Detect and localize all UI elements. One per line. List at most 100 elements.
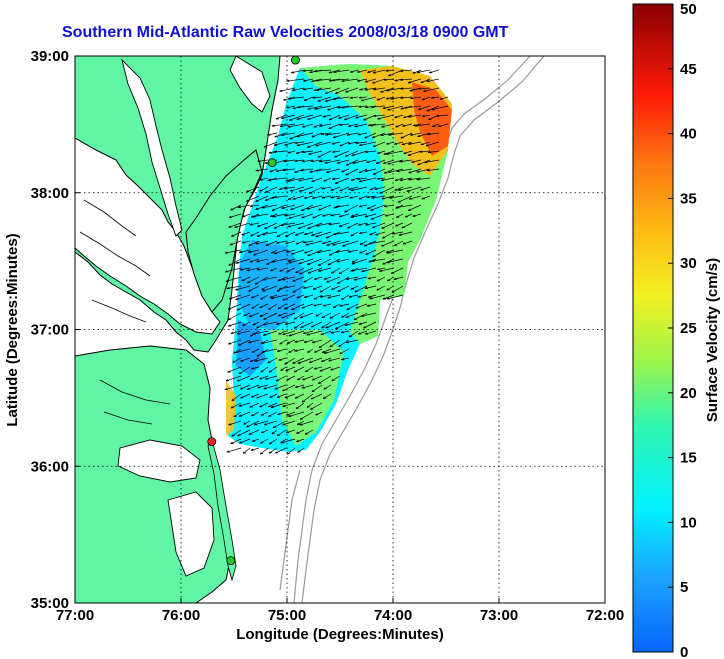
velocity-arrow bbox=[341, 105, 359, 109]
velocity-arrow bbox=[381, 222, 395, 229]
velocity-arrow bbox=[404, 213, 413, 218]
velocity-arrow bbox=[268, 366, 278, 373]
velocity-arrow bbox=[416, 177, 431, 181]
velocity-arrow bbox=[316, 222, 332, 227]
velocity-arrow bbox=[335, 87, 350, 94]
velocity-arrow bbox=[324, 348, 341, 354]
velocity-arrow bbox=[351, 258, 359, 263]
velocity-arrow bbox=[372, 168, 386, 175]
velocity-arrow bbox=[272, 213, 287, 218]
y-tick-label: 38:00 bbox=[31, 185, 69, 202]
velocity-arrow bbox=[281, 204, 296, 209]
velocity-arrow bbox=[355, 303, 368, 309]
velocity-arrow bbox=[328, 222, 341, 226]
y-tick-label: 36:00 bbox=[31, 458, 69, 475]
velocity-arrow bbox=[307, 249, 323, 257]
velocity-arrow bbox=[349, 69, 359, 73]
velocity-arrow bbox=[408, 141, 422, 145]
velocity-arrow bbox=[425, 141, 440, 147]
velocity-arrow bbox=[330, 213, 341, 217]
colorbar-tick-label: 50 bbox=[680, 1, 697, 18]
x-tick-label: 73:00 bbox=[480, 607, 518, 624]
velocity-arrow bbox=[248, 312, 260, 318]
velocity-arrow bbox=[369, 231, 377, 236]
velocity-arrow bbox=[243, 420, 251, 425]
velocity-arrow bbox=[297, 447, 305, 453]
velocity-arrow bbox=[382, 294, 395, 300]
velocity-arrow bbox=[388, 168, 404, 174]
velocity-arrow bbox=[332, 132, 350, 139]
velocity-arrow bbox=[357, 177, 368, 180]
velocity-arrow bbox=[437, 123, 449, 128]
velocity-arrow bbox=[358, 321, 368, 325]
velocity-arrow bbox=[277, 276, 287, 282]
velocity-arrow bbox=[282, 168, 296, 172]
velocity-arrow bbox=[311, 375, 323, 381]
velocity-arrow bbox=[287, 177, 305, 182]
velocity-arrow bbox=[238, 339, 251, 346]
velocity-arrow bbox=[354, 123, 368, 128]
velocity-arrow bbox=[233, 411, 242, 418]
velocity-arrow bbox=[383, 78, 395, 81]
velocity-arrow bbox=[307, 348, 314, 353]
velocity-arrow bbox=[295, 384, 305, 388]
x-tick-label: 74:00 bbox=[374, 607, 412, 624]
velocity-arrow bbox=[286, 249, 296, 253]
velocity-arrow bbox=[344, 114, 359, 121]
velocity-arrow bbox=[319, 159, 332, 163]
velocity-arrow bbox=[403, 150, 413, 154]
velocity-arrow bbox=[408, 195, 422, 200]
velocity-arrow bbox=[357, 222, 368, 226]
velocity-arrow bbox=[338, 339, 350, 347]
velocity-arrow bbox=[318, 375, 332, 384]
velocity-arrow bbox=[416, 69, 431, 74]
velocity-arrow bbox=[417, 132, 431, 137]
velocity-arrow bbox=[357, 330, 368, 335]
velocity-arrow bbox=[324, 132, 341, 136]
velocity-arrow bbox=[340, 330, 350, 334]
velocity-arrow bbox=[361, 267, 377, 273]
velocity-arrow bbox=[319, 123, 332, 127]
velocity-arrow bbox=[268, 447, 278, 454]
velocity-vectors bbox=[224, 69, 449, 455]
velocity-arrow bbox=[248, 285, 260, 292]
velocity-arrow bbox=[261, 204, 278, 209]
velocity-arrow bbox=[345, 339, 359, 344]
velocity-arrow bbox=[345, 312, 359, 318]
velocity-arrow bbox=[250, 294, 260, 299]
velocity-arrow bbox=[286, 339, 296, 344]
velocity-arrow bbox=[386, 249, 404, 254]
velocity-arrow bbox=[367, 276, 377, 280]
velocity-arrow bbox=[324, 96, 341, 102]
velocity-arrow bbox=[286, 105, 296, 109]
velocity-arrow bbox=[392, 231, 404, 235]
velocity-arrow bbox=[380, 132, 395, 137]
velocity-arrow bbox=[400, 132, 413, 139]
velocity-arrow bbox=[286, 447, 296, 455]
velocity-arrow bbox=[274, 384, 287, 390]
velocity-arrow bbox=[328, 69, 341, 74]
velocity-arrow bbox=[315, 411, 323, 416]
velocity-arrow bbox=[359, 240, 368, 245]
velocity-arrow bbox=[394, 114, 404, 118]
velocity-arrow bbox=[237, 204, 251, 209]
velocity-arrow bbox=[347, 249, 359, 253]
velocity-arrow bbox=[243, 312, 251, 317]
velocity-arrow bbox=[252, 321, 260, 326]
velocity-arrow bbox=[257, 159, 269, 163]
velocity-arrow bbox=[401, 141, 413, 146]
velocity-arrow bbox=[411, 159, 422, 163]
velocity-arrow bbox=[224, 249, 242, 254]
velocity-arrow bbox=[259, 375, 269, 380]
velocity-arrow bbox=[305, 240, 323, 246]
velocity-arrow bbox=[366, 303, 377, 307]
velocity-arrow bbox=[313, 294, 323, 300]
velocity-arrow bbox=[420, 78, 431, 84]
velocity-arrow bbox=[228, 321, 242, 327]
velocity-arrow bbox=[298, 177, 314, 182]
velocity-arrow bbox=[234, 222, 251, 228]
velocity-arrow bbox=[265, 240, 278, 246]
velocity-arrow bbox=[331, 267, 341, 274]
velocity-arrow bbox=[296, 132, 314, 138]
velocity-arrow bbox=[289, 114, 305, 121]
